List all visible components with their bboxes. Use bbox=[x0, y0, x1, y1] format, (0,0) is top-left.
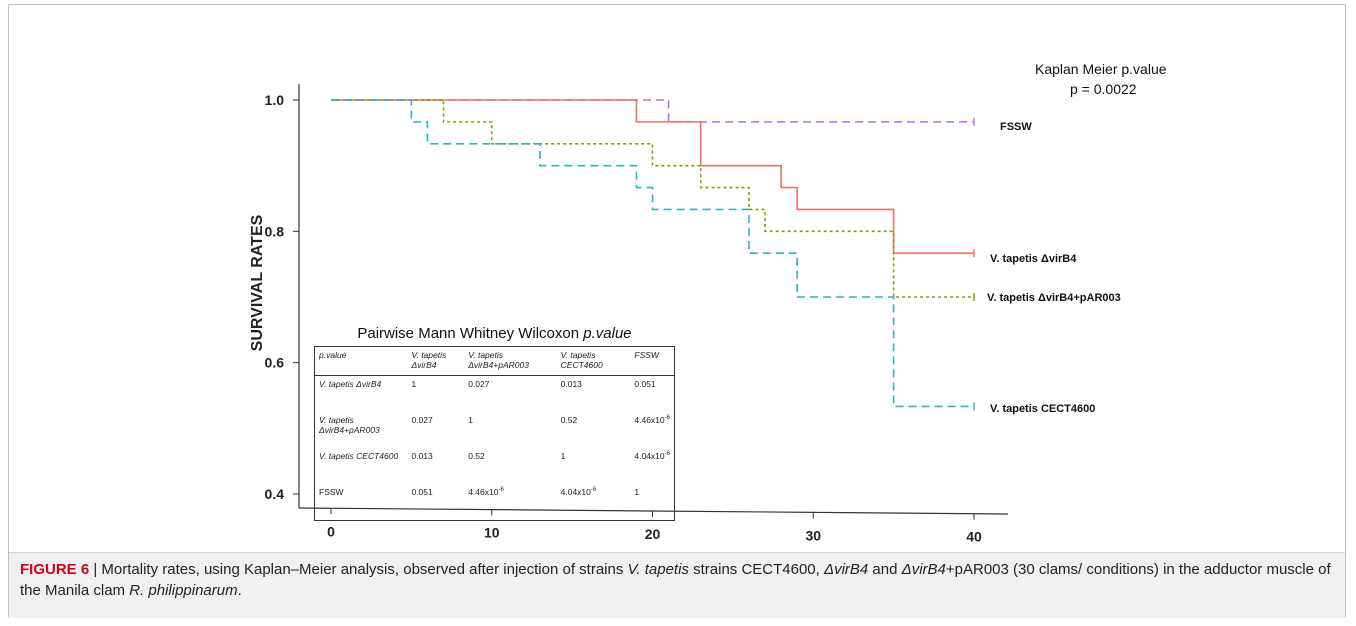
table-header-row: p.value V. tapetis ΔvirB4 V. tapetis ΔvirB… bbox=[314, 346, 675, 376]
table-cell: 1 bbox=[468, 415, 473, 425]
table-row: V. tapetis ΔvirB4+pAR003 0.027 1 0.52 4.46x1… bbox=[315, 412, 675, 448]
pairwise-table: p.value V. tapetis ΔvirB4 V. tapetis ΔvirB… bbox=[314, 346, 675, 521]
table-row-header: FSSW bbox=[319, 487, 344, 497]
table-cell: 4.04x10-6 bbox=[560, 487, 597, 497]
y-tick-label: 0.4 bbox=[265, 486, 285, 502]
series-label: V. tapetis ΔvirB4 bbox=[990, 253, 1077, 265]
x-tick-label: 30 bbox=[805, 527, 821, 543]
series-label: FSSW bbox=[1000, 121, 1032, 133]
series-line bbox=[331, 99, 974, 254]
chart-axes: 1.0 0.8 0.6 0.4 0 10 20 30 40 bbox=[265, 84, 1009, 545]
x-tick-label: 10 bbox=[484, 525, 500, 541]
table-row-header: V. tapetis CECT4600 bbox=[319, 451, 399, 461]
table-cell: 1 bbox=[411, 379, 417, 389]
table-cell: 0.027 bbox=[468, 379, 490, 389]
caption-band bbox=[9, 552, 1345, 618]
table-cell: 4.04x10-6 bbox=[634, 451, 670, 461]
table-cell: 4.46x10-6 bbox=[634, 415, 670, 425]
chart-series-labels: FSSW V. tapetis ΔvirB4 V. tapetis ΔvirB4+p… bbox=[987, 121, 1121, 415]
y-tick-label: 0.6 bbox=[265, 355, 285, 371]
km-pvalue-title: Kaplan Meier p.value bbox=[1035, 61, 1167, 77]
table-cell: 0.013 bbox=[411, 451, 433, 461]
table-row: V. tapetis CECT4600 0.013 0.52 1 4.04x10-6 bbox=[315, 448, 675, 484]
table-row-header: V. tapetis ΔvirB4+pAR003 bbox=[319, 415, 380, 435]
table-header-cell: V. tapetis CECT4600 bbox=[556, 346, 631, 376]
table-row: V. tapetis ΔvirB4 1 0.027 0.013 0.051 bbox=[315, 376, 675, 413]
chart-series bbox=[331, 99, 975, 411]
pairwise-table-panel: Pairwise Mann Whitney Wilcoxon p.value p… bbox=[314, 325, 675, 521]
x-tick-label: 0 bbox=[327, 523, 335, 539]
table-cell: 0.013 bbox=[560, 379, 582, 389]
table-cell: 0.52 bbox=[468, 451, 485, 461]
figure-frame bbox=[8, 4, 1346, 618]
table-cell: 0.027 bbox=[411, 415, 433, 425]
table-row-header: V. tapetis ΔvirB4 bbox=[319, 379, 382, 389]
table-header-cell: V. tapetis ΔvirB4 bbox=[407, 346, 465, 376]
km-pvalue-value: p = 0.0022 bbox=[1070, 81, 1137, 97]
table-header-cell: V. tapetis ΔvirB4+pAR003 bbox=[464, 346, 557, 376]
figure-label: FIGURE 6 bbox=[20, 561, 90, 578]
table-cell: 0.051 bbox=[634, 379, 656, 389]
table-row: FSSW 0.051 4.46x10-6 4.04x10-6 1 bbox=[315, 484, 675, 521]
table-header-cell: FSSW bbox=[630, 346, 675, 376]
series-line bbox=[331, 99, 974, 408]
x-tick-label: 20 bbox=[645, 526, 661, 542]
series-label: V. tapetis CECT4600 bbox=[990, 403, 1095, 415]
series-line bbox=[331, 99, 974, 298]
table-header-cell: p.value bbox=[314, 346, 408, 376]
table-cell: 1 bbox=[560, 451, 566, 461]
y-axis-label: SURVIVAL RATES bbox=[249, 214, 266, 351]
x-axis-line bbox=[298, 507, 1009, 515]
table-cell: 1 bbox=[634, 487, 640, 497]
table-cell: 4.46x10-6 bbox=[468, 487, 504, 497]
x-tick-label: 40 bbox=[966, 529, 982, 545]
pairwise-table-title: Pairwise Mann Whitney Wilcoxon p.value bbox=[357, 325, 632, 342]
y-tick-label: 1.0 bbox=[265, 92, 285, 108]
figure-caption: FIGURE 6 | Mortality rates, using Kaplan… bbox=[20, 561, 1331, 599]
series-line bbox=[331, 99, 974, 123]
series-label: V. tapetis ΔvirB4+pAR003 bbox=[987, 292, 1121, 304]
table-cell: 0.52 bbox=[560, 415, 578, 425]
table-cell: 0.051 bbox=[411, 487, 433, 497]
y-tick-label: 0.8 bbox=[265, 223, 285, 239]
